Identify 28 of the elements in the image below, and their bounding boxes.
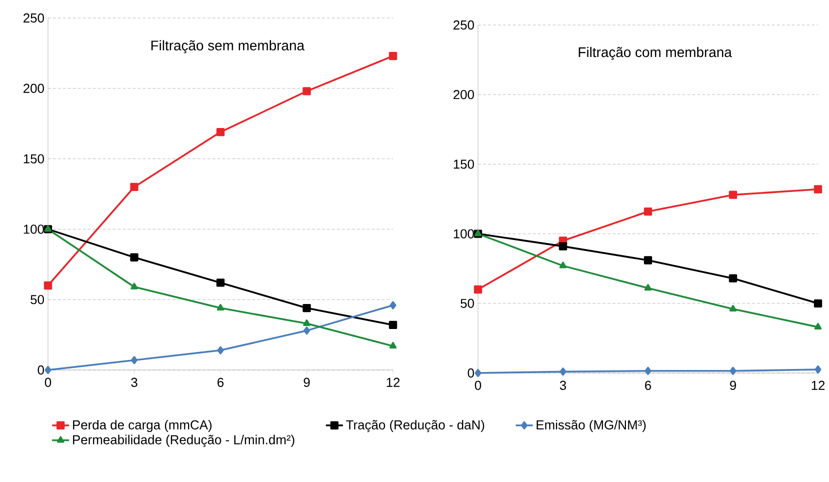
x-tick-label: 0 xyxy=(44,378,52,387)
x-tick-label: 12 xyxy=(386,378,400,387)
x-tick-label: 3 xyxy=(560,380,566,390)
x-tick-label: 9 xyxy=(730,380,736,390)
y-tick-label: 150 xyxy=(24,154,44,164)
y-tick-label: 50 xyxy=(30,295,44,304)
legend-label: Perda de carga (mmCA) xyxy=(73,420,212,432)
y-tick-label: 100 xyxy=(454,229,474,238)
y-tick-label: 50 xyxy=(460,298,474,308)
text: Filtração com membrana xyxy=(578,46,732,60)
x-tick-label: 3 xyxy=(131,378,138,387)
x-tick-label: 6 xyxy=(218,378,224,387)
y-tick-label: 0 xyxy=(38,365,44,375)
y-tick-label: 0 xyxy=(468,368,474,378)
y-tick-label: 250 xyxy=(454,20,474,30)
legend-label: Permeabilidade (Redução - L/min.dm²) xyxy=(73,434,294,447)
text: Filtração sem membrana xyxy=(151,40,305,54)
x-tick-label: 12 xyxy=(812,380,825,390)
legend-label: Emissão (MG/NM³) xyxy=(536,420,646,432)
x-tick-label: 9 xyxy=(304,378,310,387)
y-tick-label: 200 xyxy=(24,84,44,93)
legend-label: Tração (Redução - daN) xyxy=(346,420,484,432)
y-tick-label: 150 xyxy=(454,160,474,169)
y-tick-label: 200 xyxy=(454,90,474,100)
y-tick-label: 250 xyxy=(24,13,44,23)
y-tick-label: 100 xyxy=(24,224,44,234)
x-tick-label: 6 xyxy=(645,380,652,390)
x-tick-label: 0 xyxy=(474,380,482,390)
